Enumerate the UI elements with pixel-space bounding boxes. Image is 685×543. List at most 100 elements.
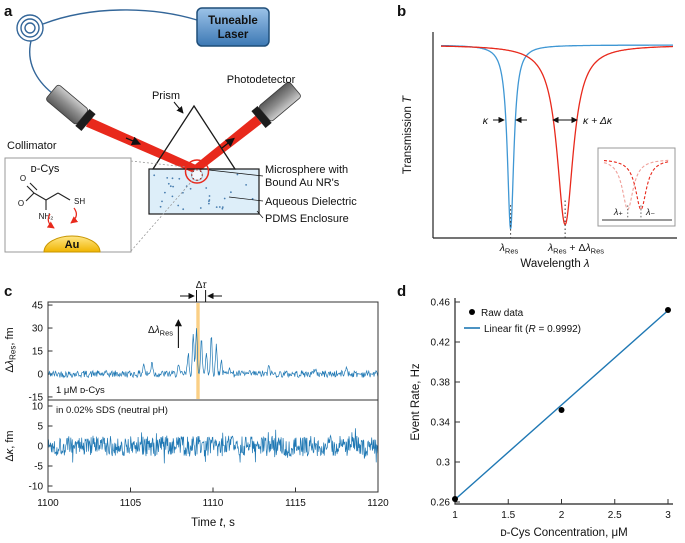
panel-c-timetrace: c -15 0 15 30 45 -10 -5 0 5 10 1100 1105 1110 1115 112… — [4, 280, 390, 529]
svg-text:0.42: 0.42 — [431, 338, 451, 349]
shift-sym1: λ — [547, 242, 553, 254]
svg-text:30: 30 — [32, 324, 44, 335]
legend-dot-marker — [469, 309, 475, 315]
legend-fit-r: R — [528, 324, 535, 335]
svg-text:45: 45 — [32, 301, 44, 312]
tau-pre: Δ — [196, 280, 203, 291]
b-ylabel-pre: Transmission — [402, 103, 414, 174]
legend-fit-post: = 0.9992) — [536, 324, 581, 335]
svg-text:1120: 1120 — [367, 498, 389, 509]
inset-lambda-plus: λ₊ — [613, 207, 623, 217]
tau-it: τ — [202, 280, 207, 291]
b-ylabel-it: T — [402, 95, 414, 103]
dcys-title: ᴅ-Cys — [31, 163, 60, 175]
gold-surface — [43, 235, 101, 253]
binding-arrow-right — [70, 207, 79, 224]
tau-label: Δτ — [196, 280, 208, 291]
panel-label-b: b — [397, 3, 406, 20]
c-bot-ylabel-it: κ — [4, 448, 16, 454]
c-top-ylabel-post: , fm — [4, 327, 16, 345]
prism-shape — [151, 104, 237, 170]
prism-pointer-arrow — [173, 101, 184, 114]
svg-text:10: 10 — [32, 402, 44, 413]
tuneable-laser: Tuneable Laser — [196, 7, 270, 47]
lambda-res-sub: Res — [505, 247, 519, 256]
panel-d-calibration: d 0.26 0.3 0.34 0.38 0.42 0.46 1 1.5 2 2.5 3 Raw d… — [397, 283, 673, 539]
c-bot-ylabel: Δκ, fm — [4, 430, 16, 461]
kappa-dk-label: κ + Δκ — [583, 115, 613, 127]
svg-text:5: 5 — [37, 422, 43, 433]
panel-c-axes: -15 0 15 30 45 -10 -5 0 5 10 1100 1105 1110 1115 1120 — [29, 301, 390, 509]
optical-fiber — [16, 9, 198, 94]
svg-text:1.5: 1.5 — [501, 510, 515, 521]
spike-it: λ — [154, 325, 160, 336]
aqueous-pointer — [228, 196, 264, 202]
laser-label-line2: Laser — [218, 29, 249, 41]
mode-splitting-inset: λ₊ λ₋ — [597, 147, 676, 227]
lambda-shift-label: λRes + ΔλRes — [547, 242, 604, 256]
laser-beams — [86, 115, 262, 173]
atom-nh2-label: NH₂ — [39, 212, 54, 221]
microsphere-nrs — [191, 169, 203, 181]
pdms-pointer — [256, 210, 264, 219]
lambda-res-sym: λ — [499, 242, 505, 254]
inset-callout-line-top — [130, 160, 187, 168]
panel-b-curves — [441, 44, 673, 230]
svg-text:2: 2 — [559, 510, 565, 521]
svg-text:0.34: 0.34 — [431, 418, 451, 429]
atom-o1-label: O — [20, 174, 26, 183]
legend-fit-pre: Linear fit ( — [484, 324, 529, 335]
legend-raw-label: Raw data — [481, 308, 524, 319]
pdms-enclosure — [148, 168, 260, 215]
microsphere-label-line2: Bound Au NR's — [265, 177, 340, 189]
shift-mid: + Δ — [567, 242, 586, 254]
panel-label-a: a — [4, 3, 13, 20]
atom-o2-label: O — [18, 199, 24, 208]
svg-text:1: 1 — [452, 510, 458, 521]
shift-sub1: Res — [553, 247, 567, 256]
svg-text:1105: 1105 — [120, 498, 142, 509]
c-xlabel-post: , s — [223, 517, 235, 529]
panel-c-trace-top — [48, 328, 378, 379]
dcys-inset: ᴅ-Cys O O NH₂ SH Au — [4, 157, 132, 253]
microsphere — [184, 159, 210, 184]
microsphere-pointer — [208, 169, 264, 177]
legend-fit-label: Linear fit (R = 0.9992) — [484, 324, 581, 335]
collimator-body — [46, 84, 96, 131]
pdms-label: PDMS Enclosure — [265, 213, 349, 225]
spike-sub: Res — [160, 329, 174, 338]
beam-direction-arrow-out — [221, 137, 235, 149]
spike-pre: Δ — [148, 325, 155, 336]
gold-label: Au — [65, 239, 80, 251]
kappa-label: κ — [483, 115, 489, 127]
b-ylabel: Transmission T — [402, 95, 414, 174]
condition-note-1: 1 μM ᴅ-Cys — [56, 385, 105, 396]
svg-text:0: 0 — [37, 369, 43, 380]
c-top-ylabel-pre: Δ — [4, 365, 16, 373]
atom-sh-label: SH — [74, 197, 85, 206]
panel-label-c: c — [4, 283, 12, 300]
lambda-res-label: λRes — [499, 242, 519, 256]
svg-text:0: 0 — [37, 442, 43, 453]
svg-text:3: 3 — [665, 510, 671, 521]
c-top-ylabel-sub: Res — [9, 346, 18, 360]
panel-label-d: d — [397, 283, 406, 300]
incident-beam — [86, 117, 197, 173]
svg-text:1115: 1115 — [285, 498, 306, 509]
svg-text:-5: -5 — [34, 462, 43, 473]
svg-text:15: 15 — [32, 347, 44, 358]
c-bot-ylabel-pre: Δ — [4, 454, 16, 462]
spike-label: ΔλRes — [148, 325, 173, 338]
svg-text:0.26: 0.26 — [431, 498, 451, 509]
b-xlabel-pre: Wavelength — [520, 258, 584, 270]
condition-note-2: in 0.02% SDS (neutral pH) — [56, 405, 168, 416]
beam-direction-arrow-in — [125, 136, 142, 146]
inset-lambda-minus: λ₋ — [645, 207, 655, 217]
panel-d-plot — [452, 307, 671, 502]
panel-b-dotted — [510, 200, 566, 238]
svg-text:2.5: 2.5 — [608, 510, 622, 521]
panel-b-spectrum: b κ κ + Δκ λRes λRes + ΔλRes Transmissio… — [397, 3, 677, 270]
d-ylabel: Event Rate, Hz — [410, 363, 422, 441]
panel-b-inset-curves — [603, 159, 671, 218]
